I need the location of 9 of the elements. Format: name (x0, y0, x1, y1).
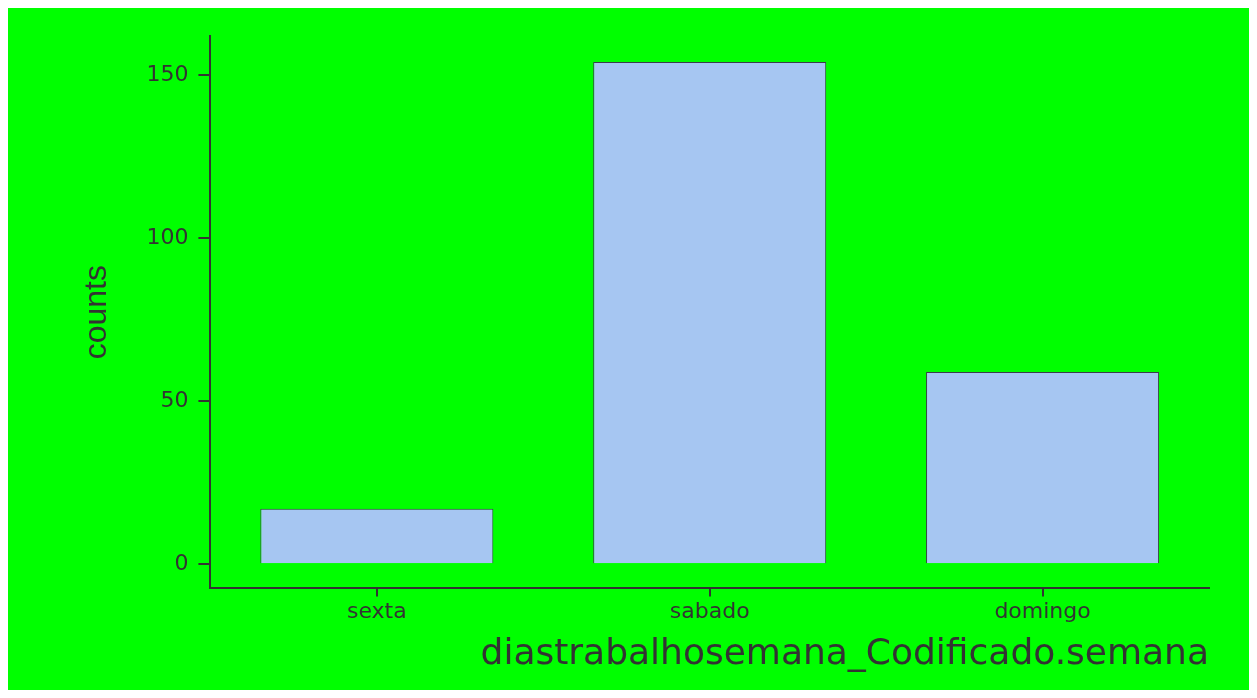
y-tick-label: 100 (146, 223, 189, 249)
x-axis-title: diastrabalhosemana_Codificado.semana (480, 630, 1209, 672)
y-axis-title: counts (77, 265, 114, 360)
y-tick-label: 0 (174, 549, 189, 575)
x-tick-label: sexta (346, 598, 407, 624)
y-tick-label: 50 (160, 386, 189, 412)
y-tick-label: 150 (146, 60, 189, 86)
x-tick-label: domingo (994, 598, 1091, 624)
x-tick-label: sabado (669, 598, 750, 624)
